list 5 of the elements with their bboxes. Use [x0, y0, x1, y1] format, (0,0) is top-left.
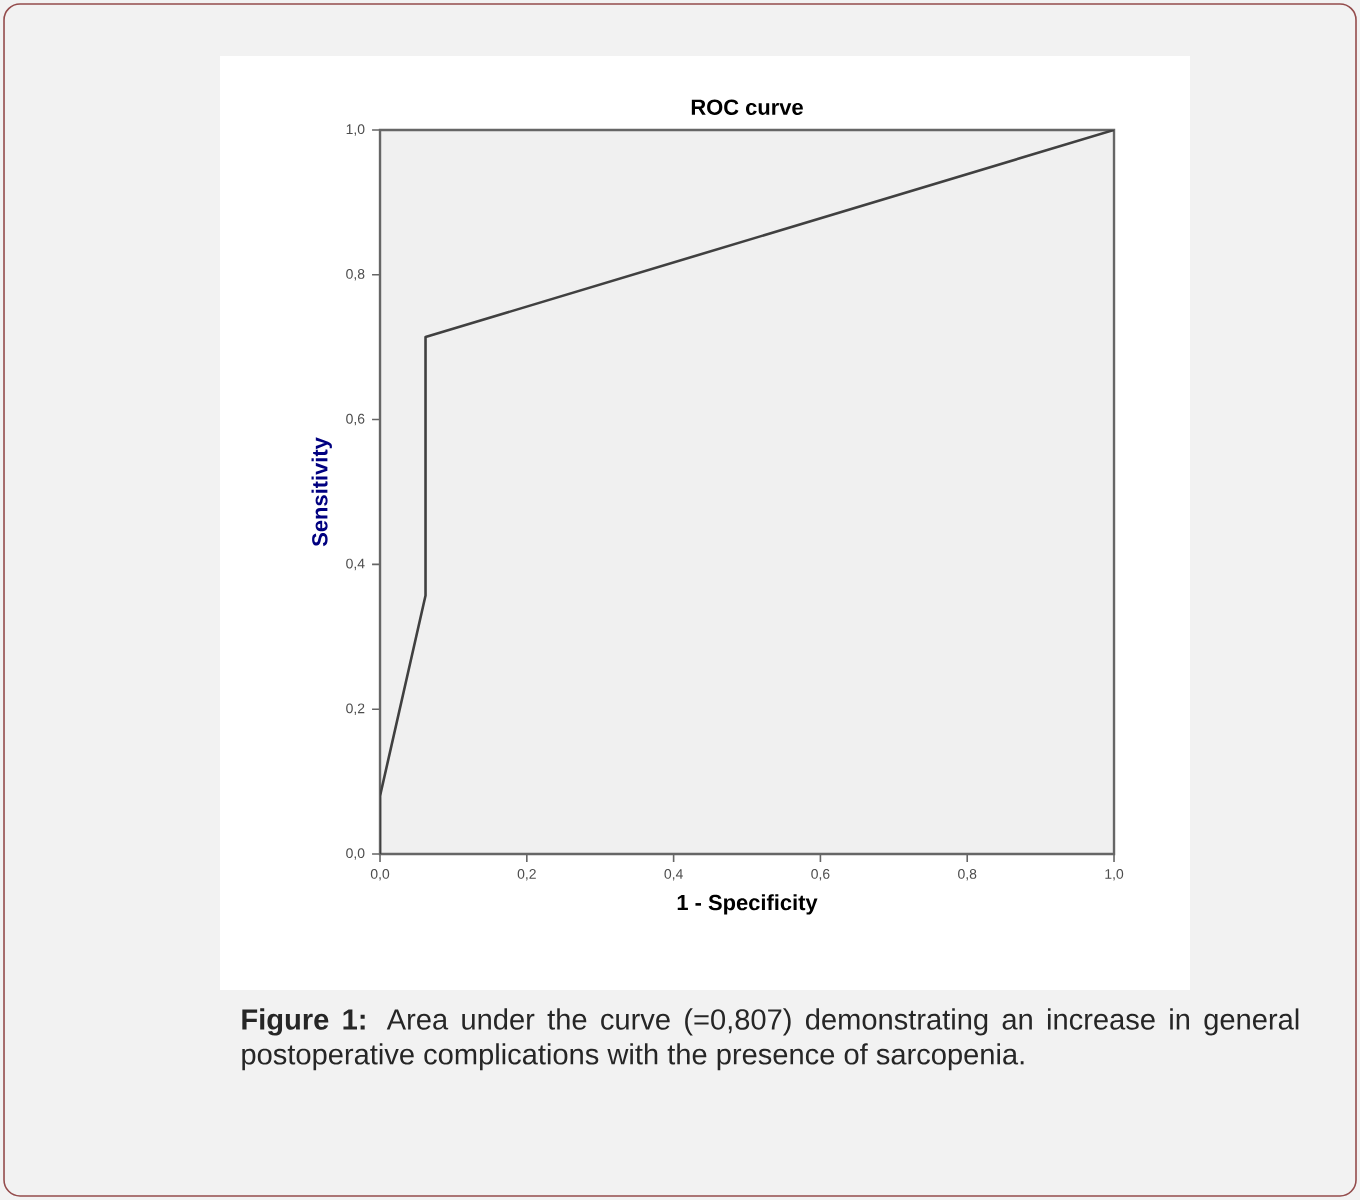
line-series [380, 129, 1115, 854]
x-axis-title: 1 - Specificity [677, 894, 818, 915]
y-axis-title: Sensitivity [311, 437, 332, 547]
chart-title: ROC curve [691, 99, 803, 115]
text: Figure 1: Area under the curve (=0,807) demonstrating an increase in general postoperative complications with the presence of sarcopenia. [242, 1008, 1299, 1071]
